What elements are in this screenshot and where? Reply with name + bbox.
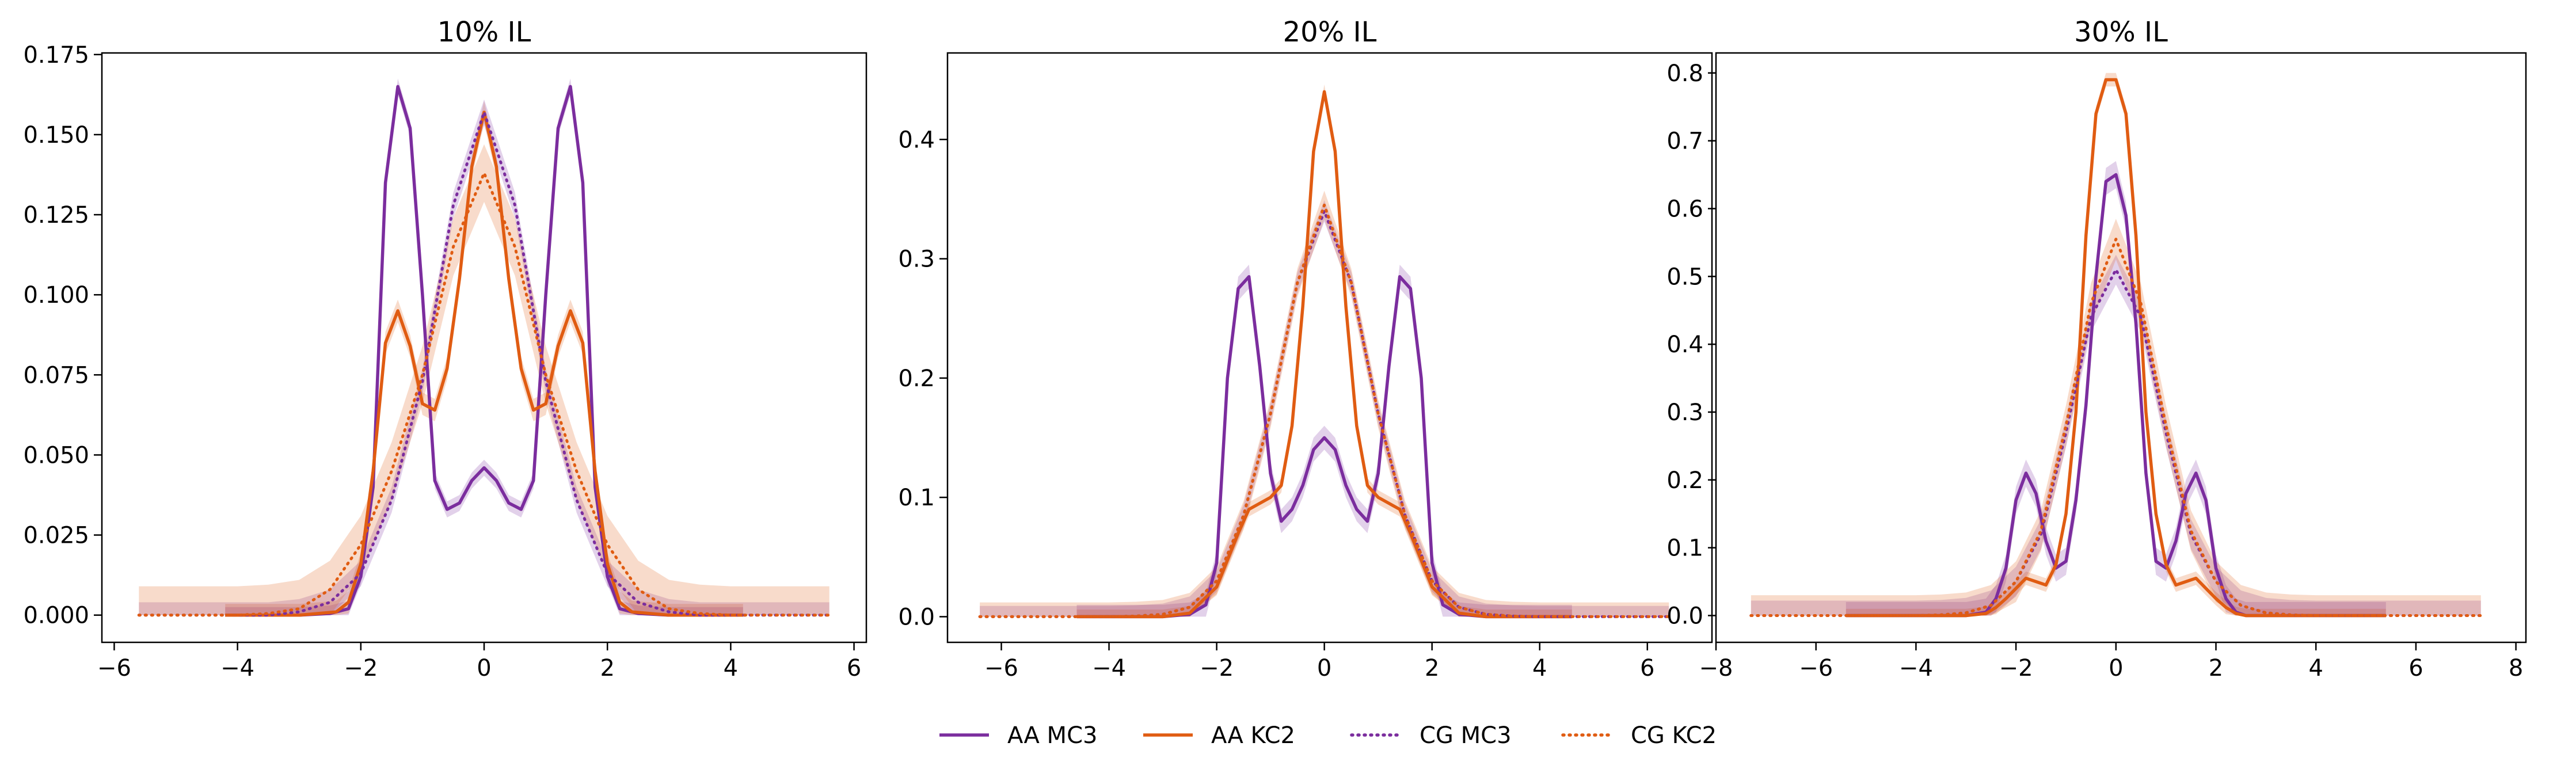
y-tick-label: 0.3 [1666, 399, 1703, 426]
y-tick-label: 0.5 [1666, 264, 1703, 290]
x-tick-label: 6 [2408, 655, 2423, 681]
x-axis: −6 −4 −2 0 2 4 6 [97, 642, 861, 681]
line-cg-mc3 [137, 111, 831, 617]
x-tick-label: 0 [1317, 655, 1331, 681]
subplot-20-il: 20% IL −6 −4 −2 0 2 4 6 0.0 0.1 0.2 0.3 0.4 [898, 16, 1713, 681]
legend-label-cg-kc2: CG KC2 [1631, 722, 1717, 749]
y-tick-label: 0.4 [1666, 332, 1703, 358]
y-tick-label: 0.000 [23, 603, 89, 629]
y-tick-label: 0.6 [1666, 196, 1703, 222]
y-axis: 0.000 0.025 0.050 0.075 0.100 0.125 0.150 0.175 [23, 42, 102, 629]
x-tick-label: 8 [2509, 655, 2523, 681]
x-tick-label: 4 [1532, 655, 1547, 681]
band-aa-mc3 [1076, 264, 1572, 617]
y-tick-label: 0.100 [23, 282, 89, 309]
line-aa-kc2 [1076, 90, 1572, 619]
y-tick-label: 0.2 [898, 365, 935, 392]
line-cg-kc2 [1749, 238, 2483, 617]
subplot-title: 20% IL [1283, 16, 1377, 48]
x-tick-label: −8 [1699, 655, 1733, 681]
x-tick-label: 0 [477, 655, 491, 681]
y-tick-label: 0.150 [23, 122, 89, 148]
line-aa-kc2 [225, 111, 743, 617]
x-tick-label: 2 [2209, 655, 2223, 681]
x-tick-label: −6 [984, 655, 1018, 681]
y-tick-label: 0.8 [1666, 60, 1703, 87]
plot-area [137, 78, 831, 617]
x-tick-label: 6 [847, 655, 861, 681]
y-tick-label: 0.125 [23, 202, 89, 229]
x-tick-label: −4 [1092, 655, 1126, 681]
x-tick-label: 4 [724, 655, 738, 681]
axes-frame [1715, 52, 2527, 643]
plot-area [978, 84, 1671, 619]
legend-label-aa-kc2: AA KC2 [1211, 722, 1295, 749]
line-aa-mc3 [1846, 173, 2386, 618]
subplot-30-il: 30% IL −8 −6 −4 −2 0 2 4 6 80.00.10.20.30.40.50.… [1666, 16, 2527, 681]
x-tick-label: −2 [1200, 655, 1234, 681]
y-tick-label: 0.7 [1666, 128, 1703, 155]
x-tick-label: 0 [2109, 655, 2123, 681]
y-tick-label: 0.0 [1666, 603, 1703, 629]
y-tick-label: 0.050 [23, 442, 89, 469]
legend-label-aa-mc3: AA MC3 [1007, 722, 1097, 749]
x-tick-label: −4 [220, 655, 254, 681]
x-tick-label: −4 [1899, 655, 1933, 681]
y-axis: 0.0 0.1 0.2 0.3 0.4 [898, 127, 948, 630]
legend: AA MC3 AA KC2 CG MC3 CG KC2 [939, 722, 1717, 749]
line-aa-kc2 [1846, 78, 2386, 618]
y-tick-label: 0.1 [898, 485, 935, 511]
x-tick-label: −6 [97, 655, 131, 681]
y-tick-label: 0.1 [1666, 535, 1703, 562]
x-tick-label: −2 [344, 655, 378, 681]
y-tick-label: 0.2 [1666, 467, 1703, 494]
x-tick-label: 4 [2308, 655, 2323, 681]
line-aa-mc3 [225, 85, 743, 617]
plot-area [1749, 73, 2483, 618]
y-axis: 0.0 0.1 0.2 0.3 0.4 0.5 0.6 0.7 0.8 [1666, 60, 1716, 629]
y-tick-label: 0.075 [23, 362, 89, 389]
line-cg-kc2 [137, 172, 831, 617]
line-cg-kc2 [978, 203, 1671, 618]
subplot-title: 30% IL [2074, 16, 2168, 48]
legend-label-cg-mc3: CG MC3 [1420, 722, 1512, 749]
x-tick-label: −6 [1799, 655, 1833, 681]
x-tick-label: 6 [1640, 655, 1654, 681]
x-tick-label: 2 [1425, 655, 1439, 681]
x-axis: −8 −6 −4 −2 0 2 4 6 8 [1699, 642, 2523, 681]
subplot-title: 10% IL [437, 16, 531, 48]
y-tick-label: 0.175 [23, 42, 89, 68]
subplot-10-il: 10% IL −6 −4 −2 0 2 4 6 0.000 0.025 0.050 0.075 0.1… [23, 16, 867, 681]
line-aa-mc3 [1076, 275, 1572, 619]
y-tick-label: 0.0 [898, 604, 935, 630]
y-tick-label: 0.4 [898, 127, 935, 153]
x-tick-label: −2 [1999, 655, 2033, 681]
x-tick-label: 2 [600, 655, 614, 681]
axes-frame [946, 52, 1713, 643]
y-tick-label: 0.3 [898, 246, 935, 273]
y-tick-label: 0.025 [23, 523, 89, 549]
x-axis: −6 −4 −2 0 2 4 6 [984, 642, 1655, 681]
